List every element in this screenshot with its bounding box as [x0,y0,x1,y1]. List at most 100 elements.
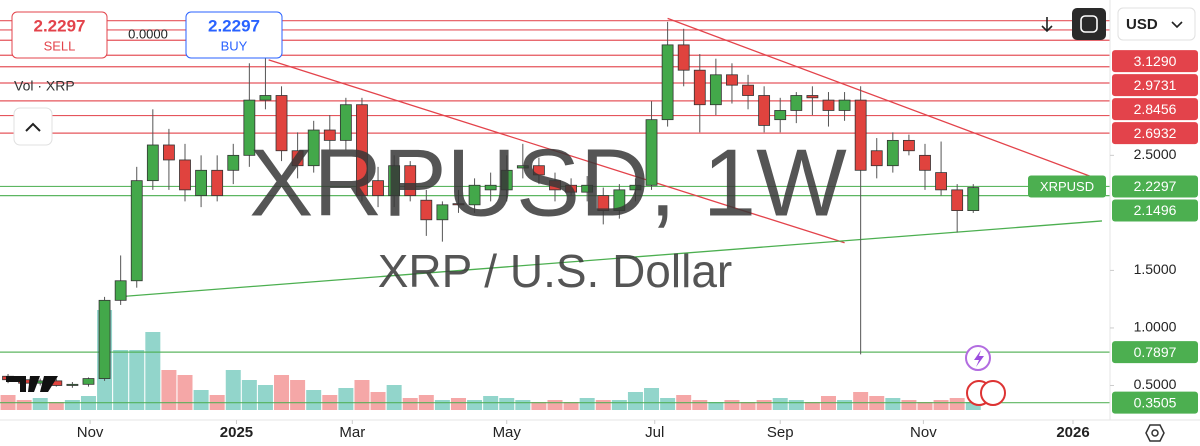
volume-bar [885,398,901,410]
candle-body [935,172,947,191]
currency-button[interactable] [1117,7,1196,41]
volume-bar [756,400,772,410]
volume-bar [193,390,209,410]
trend-line [667,17,1103,182]
fullscreen-icon [1080,15,1098,33]
watermark-title: XRPUSD, 1W [249,129,847,236]
trend-line [117,220,1103,298]
candle-body [533,165,545,176]
candle-body [420,199,433,221]
volume-bar [225,370,241,410]
candle-body [404,165,417,197]
sell-label: SELL [44,38,76,53]
candle-body [742,84,754,96]
volume-bar [531,402,547,410]
candle-body [758,95,771,126]
volume-bar [450,398,466,410]
candle-body [356,104,368,197]
x-tick-label: Nov [77,424,104,441]
collapse-button[interactable] [13,107,53,146]
volume-bar [644,388,660,410]
candle-body [436,204,449,221]
candle-body [854,99,867,171]
x-tick-label: Nov [910,424,937,441]
axis-layer: 0.5000 1.0000 1.5000 2.5000 Nov 2025 Mar May Jul… [77,50,1198,441]
candle-body [838,99,851,111]
candle-body [163,144,175,161]
candle-body [951,189,964,211]
x-tick-label: 2025 [220,424,253,441]
price-label-box [1112,74,1198,97]
currency-label: USD [1126,16,1158,33]
settings-icon[interactable] [1145,424,1165,442]
candle-body [339,104,352,141]
candle-body [468,184,481,206]
sell-button[interactable] [11,11,108,59]
candle-body [565,184,577,193]
volume-bar [386,385,402,410]
volume-bar [660,398,676,410]
candle-body [323,129,336,141]
price-label: 3.1290 [1134,53,1177,69]
volume-bar [611,400,627,410]
volume-bar [708,402,724,410]
volume-bar [627,392,643,410]
fullscreen-button[interactable] [1072,8,1106,40]
volume-bar [547,400,563,410]
price-label: 2.9731 [1134,77,1177,93]
candle-body [275,95,288,152]
volume-bar [724,400,740,410]
volume-bar [290,380,306,410]
candle-body [211,169,224,197]
candle-body [709,74,722,106]
candle-body [195,169,207,197]
sell-price: 2.2297 [34,16,86,35]
flag-icon[interactable] [980,380,1006,406]
candle-body [774,110,787,121]
candle-body [259,95,272,101]
volume-bar [257,385,273,410]
candle-body [388,165,401,197]
price-label-box [1112,122,1198,145]
volume-legend: Vol · XRP [14,78,75,94]
candle-body [452,203,465,206]
candle-body [693,69,706,106]
y-tick-label: 0.5000 [1134,376,1177,392]
volume-bar [64,400,80,410]
price-label: 0.3505 [1134,394,1177,410]
price-label: 2.8456 [1134,101,1177,117]
candle-body [597,195,610,211]
price-label: 0.7897 [1134,344,1177,360]
candle-body [516,165,529,169]
candle-body [967,187,980,211]
collapse-icon [25,122,41,132]
volume-bar [853,392,869,410]
volume-bar [241,380,257,410]
volume-bar [772,398,788,410]
candle-body [629,184,642,191]
candle-body [919,154,931,171]
candle-body [82,378,95,385]
candle-body [790,95,803,111]
volume-bar [274,375,290,410]
candle-body [581,184,594,193]
volume-bar [145,332,161,410]
candle-body [146,144,159,182]
buy-button[interactable] [185,11,283,59]
price-label: 2.6932 [1134,125,1177,141]
settings-icon-center [1151,429,1159,437]
volume-bar [16,400,32,410]
symbol-tag: XRPUSD [1040,179,1094,194]
volume-bar [515,400,531,410]
candle-body [549,180,561,191]
download-icon[interactable] [1041,17,1053,33]
volume-bar [32,398,48,410]
volume-layer [0,310,981,410]
volume-bar [161,370,177,410]
candle-body [645,119,658,186]
volume-bar [740,402,756,410]
x-tick-label: 2026 [1056,424,1089,441]
candle-layer [2,21,980,388]
